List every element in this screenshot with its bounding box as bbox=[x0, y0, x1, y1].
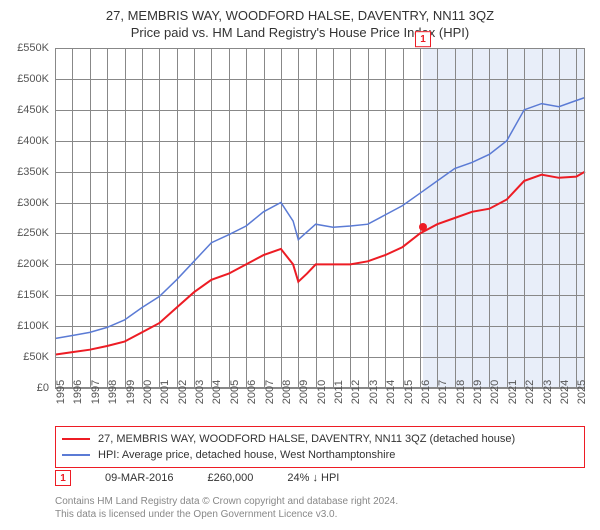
x-tick-label: 2012 bbox=[350, 380, 362, 404]
chart-container: 27, MEMBRIS WAY, WOODFORD HALSE, DAVENTR… bbox=[0, 0, 600, 530]
legend-swatch-price bbox=[62, 438, 90, 440]
legend-row-price: 27, MEMBRIS WAY, WOODFORD HALSE, DAVENTR… bbox=[62, 431, 578, 447]
x-tick-label: 2005 bbox=[229, 380, 241, 404]
x-tick-label: 2002 bbox=[177, 380, 189, 404]
series-line-hpi bbox=[55, 98, 585, 339]
x-tick-label: 2008 bbox=[281, 380, 293, 404]
attribution-line2: This data is licensed under the Open Gov… bbox=[55, 509, 585, 522]
y-tick-label: £200K bbox=[17, 258, 49, 270]
x-tick-label: 1998 bbox=[107, 380, 119, 404]
legend-swatch-hpi bbox=[62, 454, 90, 456]
y-tick-label: £450K bbox=[17, 104, 49, 116]
x-tick-label: 2003 bbox=[194, 380, 206, 404]
x-tick-label: 2007 bbox=[264, 380, 276, 404]
y-tick-label: £300K bbox=[17, 197, 49, 209]
x-tick-label: 2004 bbox=[211, 380, 223, 404]
x-tick-label: 1995 bbox=[55, 380, 67, 404]
attribution: Contains HM Land Registry data © Crown c… bbox=[55, 496, 585, 521]
x-tick-label: 2009 bbox=[298, 380, 310, 404]
sale-marker-box: 1 bbox=[415, 31, 431, 47]
sale-delta: 24% ↓ HPI bbox=[287, 472, 339, 484]
sale-price: £260,000 bbox=[207, 472, 253, 484]
legend-label-hpi: HPI: Average price, detached house, West… bbox=[98, 449, 395, 461]
x-tick-label: 2025 bbox=[576, 380, 588, 404]
x-tick-label: 2017 bbox=[437, 380, 449, 404]
x-tick-label: 2000 bbox=[142, 380, 154, 404]
sale-marker-icon: 1 bbox=[55, 470, 71, 486]
y-tick-label: £550K bbox=[17, 42, 49, 54]
title-subtitle: Price paid vs. HM Land Registry's House … bbox=[0, 25, 600, 40]
x-tick-label: 2023 bbox=[542, 380, 554, 404]
legend-row-hpi: HPI: Average price, detached house, West… bbox=[62, 447, 578, 463]
y-tick-label: £250K bbox=[17, 227, 49, 239]
y-tick-label: £500K bbox=[17, 73, 49, 85]
x-tick-label: 2018 bbox=[455, 380, 467, 404]
y-tick-label: £50K bbox=[23, 351, 49, 363]
x-tick-label: 2020 bbox=[489, 380, 501, 404]
y-tick-label: £350K bbox=[17, 166, 49, 178]
x-tick-label: 2014 bbox=[385, 380, 397, 404]
x-tick-label: 2006 bbox=[246, 380, 258, 404]
line-chart-svg bbox=[55, 48, 585, 388]
y-tick-label: £150K bbox=[17, 289, 49, 301]
plot-area: 1 £0£50K£100K£150K£200K£250K£300K£350K£4… bbox=[55, 48, 585, 388]
x-tick-label: 2010 bbox=[316, 380, 328, 404]
sale-marker-label: 1 bbox=[60, 473, 66, 484]
x-tick-label: 1999 bbox=[125, 380, 137, 404]
x-tick-label: 2021 bbox=[507, 380, 519, 404]
sale-footer: 1 09-MAR-2016 £260,000 24% ↓ HPI bbox=[55, 470, 585, 486]
sale-dot bbox=[419, 223, 427, 231]
x-tick-label: 2001 bbox=[159, 380, 171, 404]
title-address: 27, MEMBRIS WAY, WOODFORD HALSE, DAVENTR… bbox=[0, 8, 600, 23]
y-tick-label: £100K bbox=[17, 320, 49, 332]
y-tick-label: £0 bbox=[37, 382, 49, 394]
x-tick-label: 1997 bbox=[90, 380, 102, 404]
x-tick-label: 2015 bbox=[403, 380, 415, 404]
x-tick-label: 1996 bbox=[72, 380, 84, 404]
x-tick-label: 2016 bbox=[420, 380, 432, 404]
titles: 27, MEMBRIS WAY, WOODFORD HALSE, DAVENTR… bbox=[0, 0, 600, 40]
series-line-price_paid bbox=[55, 172, 585, 355]
legend: 27, MEMBRIS WAY, WOODFORD HALSE, DAVENTR… bbox=[55, 426, 585, 468]
sale-date: 09-MAR-2016 bbox=[105, 472, 173, 484]
x-tick-label: 2013 bbox=[368, 380, 380, 404]
legend-label-price: 27, MEMBRIS WAY, WOODFORD HALSE, DAVENTR… bbox=[98, 433, 515, 445]
attribution-line1: Contains HM Land Registry data © Crown c… bbox=[55, 496, 585, 509]
x-tick-label: 2011 bbox=[333, 380, 345, 404]
x-tick-label: 2024 bbox=[559, 380, 571, 404]
x-tick-label: 2019 bbox=[472, 380, 484, 404]
x-tick-label: 2022 bbox=[524, 380, 536, 404]
y-tick-label: £400K bbox=[17, 135, 49, 147]
